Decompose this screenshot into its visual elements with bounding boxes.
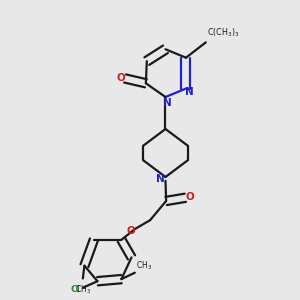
Text: O: O [116, 73, 125, 83]
Text: CH$_3$: CH$_3$ [75, 283, 91, 296]
Text: C(CH$_3$)$_3$: C(CH$_3$)$_3$ [207, 27, 240, 39]
Text: O: O [185, 192, 194, 202]
Text: N: N [185, 87, 194, 97]
Text: Cl: Cl [70, 285, 80, 294]
Text: N: N [156, 174, 165, 184]
Text: O: O [126, 226, 135, 236]
Text: N: N [163, 98, 172, 108]
Text: CH$_3$: CH$_3$ [136, 260, 152, 272]
